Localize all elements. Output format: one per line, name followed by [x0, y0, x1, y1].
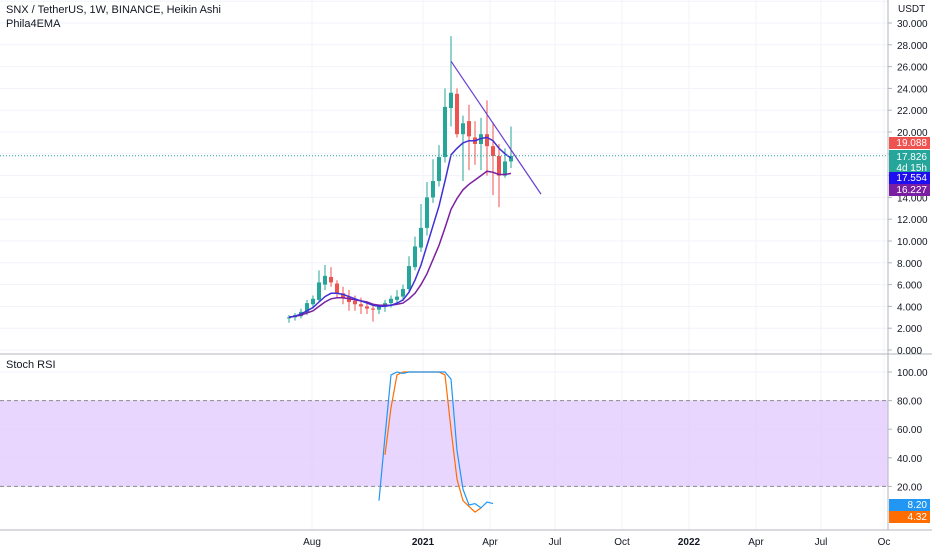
price-tick-label: 2.000 [897, 324, 922, 335]
price-tick-label: 10.000 [897, 237, 928, 248]
currency-label: USDT [898, 4, 925, 15]
price-tick-label: 12.000 [897, 215, 928, 226]
value-badge-text: 17.554 [896, 173, 927, 184]
candle-body [413, 246, 417, 268]
rsi-tick-label: 100.00 [897, 368, 928, 379]
candle-body [377, 305, 381, 310]
candle-body [335, 283, 339, 294]
price-tick-label: 0.000 [897, 346, 922, 357]
candle-body [305, 303, 309, 313]
candle-body [449, 92, 453, 109]
candle-body [329, 276, 333, 283]
price-tick-label: 28.000 [897, 41, 928, 52]
candle-body [317, 282, 321, 300]
rsi-panel-title: Stoch RSI [6, 359, 56, 371]
candle-body [287, 317, 291, 319]
candle-body [455, 93, 459, 135]
candle-body [425, 197, 429, 228]
candle-body [395, 296, 399, 300]
time-tick-label: 2022 [678, 537, 701, 548]
rsi-axis[interactable]: 20.00 40.00 60.00 80.00 100.00 [888, 368, 928, 493]
candle-body [461, 123, 465, 135]
candle-body [419, 227, 423, 248]
time-tick-label: Jul [549, 537, 562, 548]
rsi-tick-label: 20.00 [897, 482, 922, 493]
candle-body [497, 155, 501, 176]
candle-body [341, 293, 345, 298]
candle-body [491, 146, 495, 156]
candle-body [407, 266, 411, 289]
ema-fast-line [288, 136, 512, 319]
price-axis[interactable]: 0.000 2.000 4.000 6.000 8.000 10.000 12.000 14.… [888, 19, 928, 357]
value-badge [889, 172, 930, 184]
candle-body [467, 121, 471, 137]
price-tick-label: 8.000 [897, 259, 922, 270]
price-tick-label: 4.000 [897, 302, 922, 313]
candle-body [509, 155, 513, 162]
time-tick-label: Aug [303, 537, 321, 548]
value-badge-text: 19.088 [896, 138, 927, 149]
chart-title: SNX / TetherUS, 1W, BINANCE, Heikin Ashi [6, 4, 221, 16]
stoch-rsi-k-line [378, 371, 494, 509]
value-badge-text: 16.227 [896, 185, 927, 196]
time-tick-label: Jul [815, 537, 828, 548]
price-tick-label: 30.000 [897, 19, 928, 30]
price-tick-label: 6.000 [897, 281, 922, 292]
candle-body [371, 308, 375, 310]
value-badge [889, 137, 930, 149]
candle-body [443, 106, 447, 158]
candle-body [389, 298, 393, 304]
candle-body [503, 161, 507, 176]
overbought-oversold-band [0, 400, 888, 487]
time-axis[interactable]: Aug 2021 Apr Jul Oct 2022 Apr Jul Oc [303, 537, 890, 548]
candle-body [365, 306, 369, 309]
value-badge [889, 184, 930, 196]
time-tick-label: Oc [878, 537, 891, 548]
candle-body [437, 157, 441, 182]
price-tick-label: 22.000 [897, 106, 928, 117]
candle-body [323, 275, 327, 285]
candle-body [359, 304, 363, 307]
ema-slow-line [288, 170, 512, 319]
trendline[interactable] [450, 60, 542, 195]
candle-body [431, 181, 435, 198]
candle-body [485, 134, 489, 147]
candles [287, 36, 513, 323]
time-tick-label: Apr [482, 537, 498, 548]
current-price-badge [889, 150, 930, 173]
price-tick-label: 26.000 [897, 63, 928, 74]
candle-body [401, 288, 405, 297]
price-tick-label: 24.000 [897, 84, 928, 95]
value-badge [889, 511, 930, 523]
rsi-tick-label: 40.00 [897, 454, 922, 465]
indicator-label: Phila4EMA [6, 18, 61, 30]
current-price-text: 17.826 [896, 152, 927, 163]
bar-countdown-text: 4d 15h [896, 163, 927, 174]
value-badge-text: 8.20 [908, 500, 928, 511]
price-tick-label: 14.000 [897, 193, 928, 204]
price-tick-label: 20.000 [897, 128, 928, 139]
candle-body [353, 300, 357, 305]
candle-body [311, 298, 315, 305]
rsi-tick-label: 80.00 [897, 397, 922, 408]
rsi-tick-label: 60.00 [897, 425, 922, 436]
time-tick-label: Apr [748, 537, 764, 548]
value-badge-text: 4.32 [908, 512, 928, 523]
value-badge [889, 499, 930, 511]
time-tick-label: Oct [614, 537, 630, 548]
time-tick-label: 2021 [412, 537, 435, 548]
